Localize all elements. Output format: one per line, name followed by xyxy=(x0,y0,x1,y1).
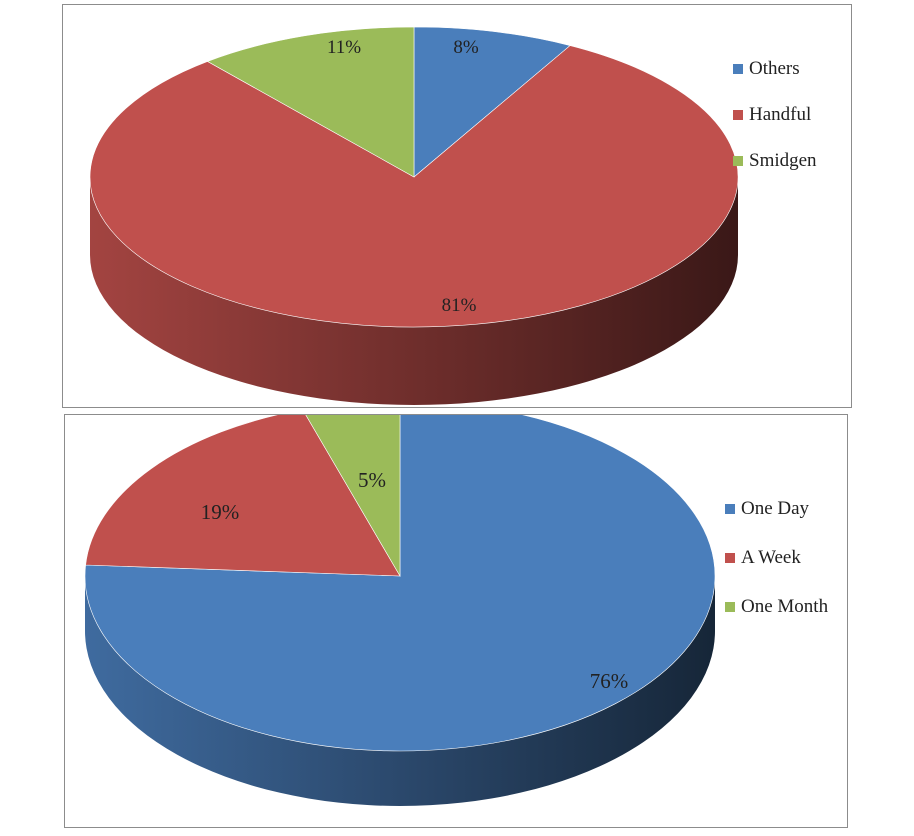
data-label-one-day: 76% xyxy=(590,669,629,693)
legend-label: Smidgen xyxy=(749,149,817,171)
legend-item-smidgen: Smidgen xyxy=(733,149,817,172)
legend-swatch xyxy=(725,601,735,612)
legend-swatch xyxy=(733,109,743,120)
pie-slice-smidgen xyxy=(206,26,415,178)
legend-label: A Week xyxy=(741,546,801,568)
pie-slice-one-month xyxy=(305,415,401,578)
pie-chart-2-panel: 76% 19% 5% One Day A Week One Month xyxy=(64,414,848,828)
legend-item-one-day: One Day xyxy=(725,497,828,520)
pie-slice-one-day xyxy=(84,415,716,752)
legend-item-a-week: A Week xyxy=(725,546,828,569)
data-label-smidgen: 11% xyxy=(327,37,361,58)
pie-side-one-day xyxy=(85,576,715,806)
pie-chart-2-legend: One Day A Week One Month xyxy=(725,497,828,644)
data-label-a-week: 19% xyxy=(201,500,240,524)
pie-chart-1-legend: Others Handful Smidgen xyxy=(733,57,817,195)
legend-item-others: Others xyxy=(733,57,817,80)
pie-chart-1: 8% 81% 11% xyxy=(89,26,739,405)
data-label-others: 8% xyxy=(453,37,479,58)
pie-slice-handful xyxy=(89,45,739,328)
pie-slice-a-week xyxy=(85,415,401,577)
pie-slice-others xyxy=(413,26,571,178)
legend-swatch xyxy=(733,63,743,74)
legend-label: Handful xyxy=(749,103,812,125)
pie-chart-2: 76% 19% 5% xyxy=(84,415,716,806)
legend-label: One Month xyxy=(741,595,829,617)
legend-label: Others xyxy=(749,57,800,79)
legend-swatch xyxy=(725,503,735,514)
legend-swatch xyxy=(725,552,735,563)
legend-label: One Day xyxy=(741,497,810,519)
data-label-one-month: 5% xyxy=(358,468,386,492)
pie-chart-1-panel: 8% 81% 11% Others Handful Smidgen xyxy=(62,4,852,408)
legend-item-handful: Handful xyxy=(733,103,817,126)
legend-swatch xyxy=(733,155,743,166)
pie-side-handful xyxy=(90,177,738,405)
legend-item-one-month: One Month xyxy=(725,595,828,618)
data-label-handful: 81% xyxy=(442,295,477,316)
